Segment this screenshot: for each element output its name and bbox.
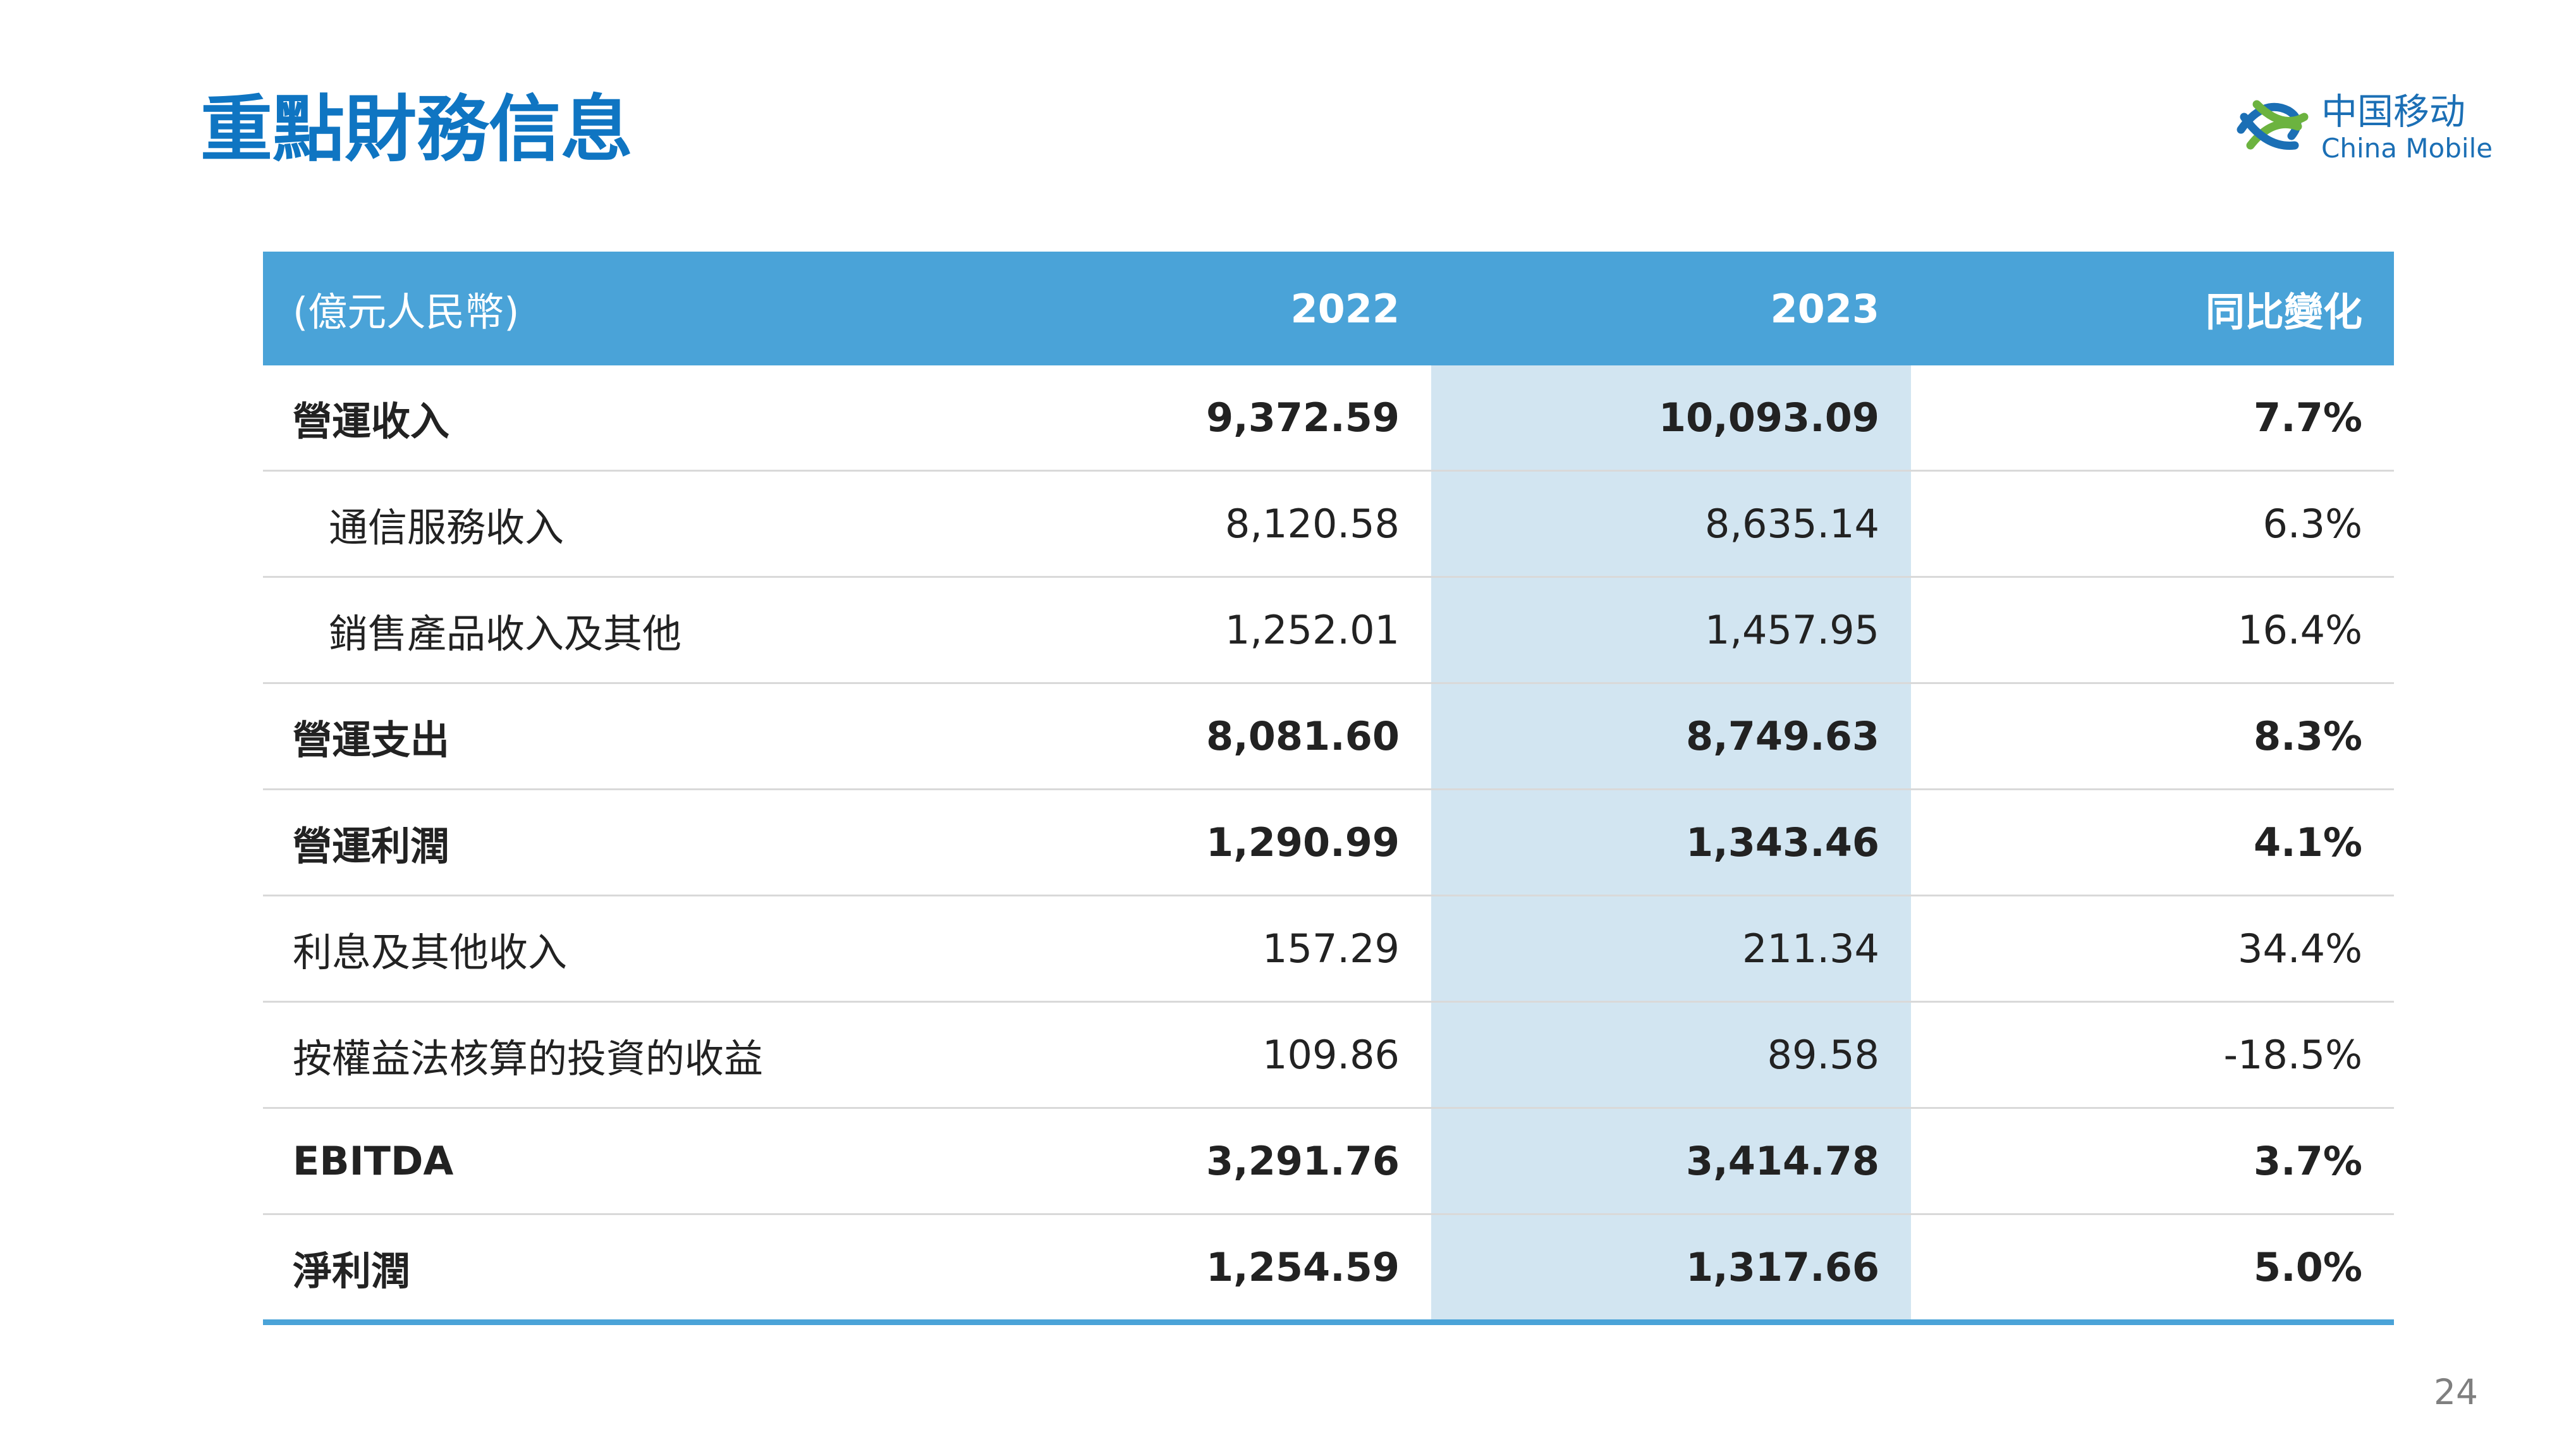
- cell: 8.3%: [1911, 683, 2394, 790]
- row-label: 按權益法核算的投資的收益: [263, 1001, 895, 1109]
- logo-icon: [2237, 100, 2309, 150]
- page-number: 24: [2434, 1372, 2478, 1412]
- cell: 8,749.63: [1431, 683, 1911, 790]
- row-label: 通信服務收入: [263, 470, 895, 578]
- cell: 3.7%: [1911, 1108, 2394, 1215]
- cell: 5.0%: [1911, 1214, 2394, 1325]
- logo: 中国移动 China Mobile: [2228, 85, 2494, 168]
- cell: 1,290.99: [895, 789, 1431, 896]
- row-label: 營運利潤: [263, 789, 895, 896]
- cell: 1,254.59: [895, 1214, 1431, 1325]
- row-label: 利息及其他收入: [263, 895, 895, 1003]
- table-row: EBITDA 3,291.76 3,414.78 3.7%: [263, 1108, 2394, 1215]
- row-label: 淨利潤: [263, 1214, 895, 1325]
- row-label: 營運支出: [263, 683, 895, 790]
- row-label: 銷售產品收入及其他: [263, 577, 895, 684]
- header-cell: 同比變化: [1911, 252, 2394, 365]
- cell: 3,414.78: [1431, 1108, 1911, 1215]
- cell: 4.1%: [1911, 789, 2394, 896]
- cell: 34.4%: [1911, 895, 2394, 1003]
- cell: 89.58: [1431, 1001, 1911, 1109]
- cell: 1,317.66: [1431, 1214, 1911, 1325]
- table-row: 營運利潤 1,290.99 1,343.46 4.1%: [263, 789, 2394, 896]
- table-row: 淨利潤 1,254.59 1,317.66 5.0%: [263, 1214, 2394, 1325]
- cell: 157.29: [895, 895, 1431, 1003]
- cell: -18.5%: [1911, 1001, 2394, 1109]
- header-cell: 2022: [895, 252, 1431, 365]
- title: 重點財務信息: [200, 87, 633, 171]
- financial-table: (億元人民幣) 2022 2023 同比變化 營運收入 9,372.59 10,09…: [263, 252, 2394, 1325]
- cell: 8,120.58: [895, 470, 1431, 578]
- table-row: 營運支出 8,081.60 8,749.63 8.3%: [263, 683, 2394, 790]
- table-row: 營運收入 9,372.59 10,093.09 7.7%: [263, 365, 2394, 472]
- cell: 16.4%: [1911, 577, 2394, 684]
- row-label: 營運收入: [263, 365, 895, 472]
- table-row: 通信服務收入 8,120.58 8,635.14 6.3%: [263, 470, 2394, 578]
- header-cell: 2023: [1431, 252, 1911, 365]
- cell: 8,635.14: [1431, 470, 1911, 578]
- header-row: (億元人民幣) 2022 2023 同比變化: [263, 252, 2394, 365]
- cell: 6.3%: [1911, 470, 2394, 578]
- cell: 1,343.46: [1431, 789, 1911, 896]
- table-row: 銷售產品收入及其他 1,252.01 1,457.95 16.4%: [263, 577, 2394, 684]
- cell: 211.34: [1431, 895, 1911, 1003]
- cell: 109.86: [895, 1001, 1431, 1109]
- cell: 9,372.59: [895, 365, 1431, 472]
- table-row: 按權益法核算的投資的收益 109.86 89.58 -18.5%: [263, 1001, 2394, 1109]
- logo-text: China Mobile: [2321, 133, 2493, 164]
- cell: 1,457.95: [1431, 577, 1911, 684]
- row-label: EBITDA: [263, 1108, 895, 1215]
- cell: 10,093.09: [1431, 365, 1911, 472]
- cell: 1,252.01: [895, 577, 1431, 684]
- header-cell: (億元人民幣): [263, 252, 895, 365]
- table-row: 利息及其他收入 157.29 211.34 34.4%: [263, 895, 2394, 1003]
- logo-text: 中国移动: [2321, 91, 2465, 133]
- cell: 7.7%: [1911, 365, 2394, 472]
- cell: 8,081.60: [895, 683, 1431, 790]
- cell: 3,291.76: [895, 1108, 1431, 1215]
